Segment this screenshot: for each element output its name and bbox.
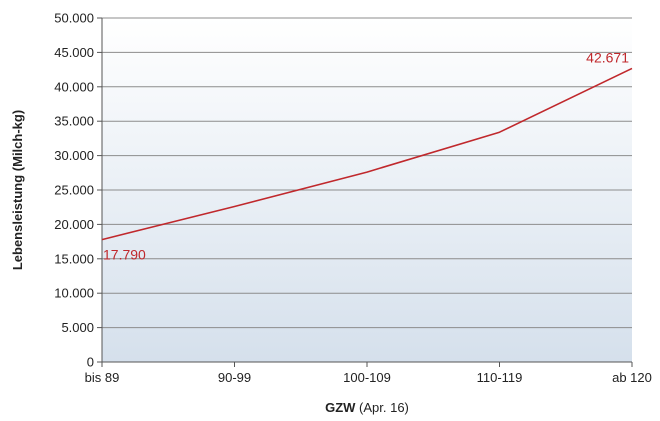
y-tick-label: 10.000 (54, 286, 94, 301)
x-axis-label-bold: GZW (325, 400, 356, 415)
y-tick-labels: 0 5.000 10.000 15.000 20.000 25.000 30.000 35.0… (54, 11, 94, 370)
data-label: 17.790 (103, 247, 146, 263)
axes (101, 18, 633, 367)
x-tick-labels: bis 89 90-99 100-109 110-119 ab 120 (85, 370, 652, 385)
y-tick-label: 25.000 (54, 183, 94, 198)
y-tick-label: 5.000 (61, 320, 94, 335)
y-tick-label: 20.000 (54, 217, 94, 232)
y-tick-label: 0 (87, 355, 94, 370)
series-group (101, 67, 633, 241)
y-tick-label: 50.000 (54, 11, 94, 26)
data-labels: 17.790 42.671 (103, 49, 629, 262)
x-tick-label: 90-99 (218, 370, 251, 385)
data-label: 42.671 (586, 49, 629, 65)
y-tick-label: 30.000 (54, 148, 94, 163)
gridlines (97, 17, 632, 363)
y-tick-label: 40.000 (54, 79, 94, 94)
x-axis-label-rest: (Apr. 16) (355, 400, 408, 415)
x-tick-label: ab 120 (612, 370, 652, 385)
y-tick-label: 35.000 (54, 114, 94, 129)
x-tick-label: 100-109 (343, 370, 391, 385)
y-tick-label: 15.000 (54, 251, 94, 266)
y-tick-label: 45.000 (54, 45, 94, 60)
y-axis-label: Lebensleistung (Milch-kg) (10, 110, 25, 270)
x-tick-label: bis 89 (85, 370, 120, 385)
x-axis-label: GZW (Apr. 16) (325, 400, 409, 415)
x-tick-label: 110-119 (477, 370, 523, 385)
